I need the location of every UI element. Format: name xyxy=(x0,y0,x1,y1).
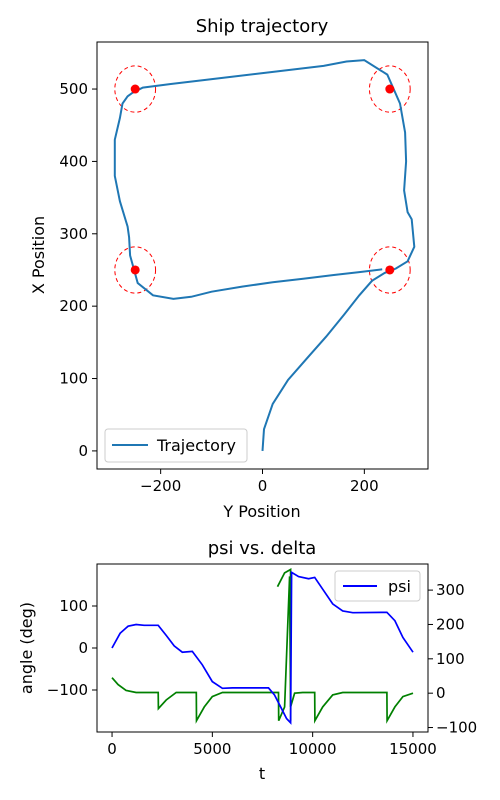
waypoints xyxy=(130,84,395,275)
legend-label-psi: psi xyxy=(388,577,411,596)
psi-delta-chart: psi vs. delta 0 5000 10000 15000 −100 0 100 −… xyxy=(17,538,477,783)
y2-tick-label: −100 xyxy=(436,719,477,737)
x-tick-label: −200 xyxy=(140,477,181,495)
psi-delta-y-ticks: −100 0 100 xyxy=(47,597,97,699)
psi-delta-y2-ticks: −100 0 100 200 300 xyxy=(428,581,477,737)
y2-tick-label: 0 xyxy=(436,684,446,702)
x-tick-label: 0 xyxy=(258,477,268,495)
psi-legend: psi xyxy=(334,570,421,602)
y-tick-label: −100 xyxy=(47,681,88,699)
delta-line xyxy=(111,576,414,724)
psi-delta-ylabel: angle (deg) xyxy=(17,602,36,694)
y2-tick-label: 200 xyxy=(436,615,465,633)
legend-box xyxy=(104,428,248,463)
trajectory-plot-frame xyxy=(96,41,429,470)
waypoint-radius-circle xyxy=(114,246,157,294)
trajectory-line xyxy=(113,59,416,451)
y-tick-label: 500 xyxy=(59,80,88,98)
waypoint-radius-circle xyxy=(114,65,157,113)
trajectory-legend: Trajectory xyxy=(104,428,248,463)
waypoint-marker xyxy=(385,265,395,275)
psi-delta-xlabel: t xyxy=(259,764,265,783)
y-tick-label: 0 xyxy=(78,442,88,460)
trajectory-ylabel: X Position xyxy=(29,216,48,294)
trajectory-chart: Ship trajectory −200 0 200 0 100 200 300 400 50… xyxy=(29,16,429,521)
legend-label-trajectory: Trajectory xyxy=(156,436,236,455)
trajectory-xlabel: Y Position xyxy=(222,502,300,521)
x-tick-label: 15000 xyxy=(389,740,437,758)
x-tick-label: 0 xyxy=(107,740,117,758)
y-tick-label: 400 xyxy=(59,152,88,170)
x-tick-label: 200 xyxy=(350,477,379,495)
waypoint-radius-circle xyxy=(368,65,411,113)
psi-line xyxy=(111,570,414,725)
waypoint-marker xyxy=(385,84,395,94)
psi-legend-box xyxy=(334,570,421,602)
y-tick-label: 100 xyxy=(59,597,88,615)
y2-tick-label: 300 xyxy=(436,581,465,599)
trajectory-title: Ship trajectory xyxy=(196,16,329,37)
y-tick-label: 100 xyxy=(59,370,88,388)
waypoint-marker xyxy=(130,265,140,275)
x-tick-label: 5000 xyxy=(193,740,231,758)
x-tick-label: 10000 xyxy=(289,740,337,758)
y2-tick-label: 100 xyxy=(436,650,465,668)
psi-delta-title: psi vs. delta xyxy=(208,538,317,559)
psi-delta-x-ticks: 0 5000 10000 15000 xyxy=(107,732,437,758)
trajectory-y-ticks: 0 100 200 300 400 500 xyxy=(59,80,97,460)
y-tick-label: 300 xyxy=(59,225,88,243)
y-tick-label: 200 xyxy=(59,297,88,315)
trajectory-x-ticks: −200 0 200 xyxy=(140,469,379,495)
waypoint-radius-circle xyxy=(368,246,411,294)
y-tick-label: 0 xyxy=(78,639,88,657)
waypoint-circles xyxy=(114,65,411,294)
waypoint-marker xyxy=(130,84,140,94)
